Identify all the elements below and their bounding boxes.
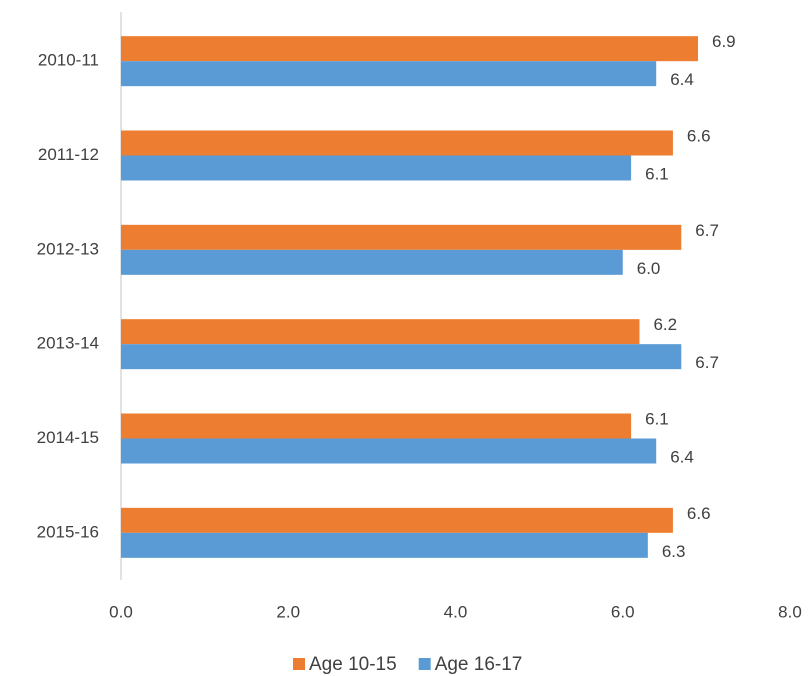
bar <box>121 130 673 156</box>
data-label: 6.4 <box>670 70 694 89</box>
data-label: 6.3 <box>662 542 686 561</box>
data-label: 6.4 <box>670 447 694 466</box>
y-tick-label: 2013-14 <box>37 334 99 353</box>
bar <box>121 438 657 464</box>
bar <box>121 507 673 533</box>
data-label: 6.0 <box>637 259 661 278</box>
bar <box>121 249 623 275</box>
x-tick-label: 2.0 <box>276 602 300 621</box>
bar <box>121 61 657 87</box>
data-label: 6.1 <box>645 164 669 183</box>
x-tick-label: 4.0 <box>444 602 468 621</box>
x-tick-label: 8.0 <box>778 602 802 621</box>
bar <box>121 36 699 62</box>
legend-swatch <box>293 658 305 670</box>
y-tick-label: 2010-11 <box>38 51 99 70</box>
x-tick-label: 6.0 <box>611 602 635 621</box>
data-label: 6.9 <box>712 32 736 51</box>
y-tick-label: 2014-15 <box>37 428 99 447</box>
legend-label: Age 16-17 <box>435 654 523 675</box>
data-label: 6.7 <box>695 221 719 240</box>
legend-label: Age 10-15 <box>309 654 397 675</box>
data-label: 6.1 <box>645 409 669 428</box>
bar <box>121 344 682 370</box>
data-label: 6.2 <box>653 315 677 334</box>
data-label: 6.6 <box>687 126 711 145</box>
bar <box>121 413 632 439</box>
bar <box>121 155 632 181</box>
bar <box>121 319 640 345</box>
bar <box>121 532 648 558</box>
x-tick-label: 0.0 <box>109 602 133 621</box>
y-tick-label: 2015-16 <box>37 522 99 541</box>
data-label: 6.7 <box>695 353 719 372</box>
y-tick-label: 2012-13 <box>37 239 99 258</box>
bar <box>121 224 682 250</box>
legend-swatch <box>418 658 431 670</box>
y-tick-label: 2011-12 <box>38 145 99 164</box>
data-label: 6.6 <box>687 504 711 523</box>
